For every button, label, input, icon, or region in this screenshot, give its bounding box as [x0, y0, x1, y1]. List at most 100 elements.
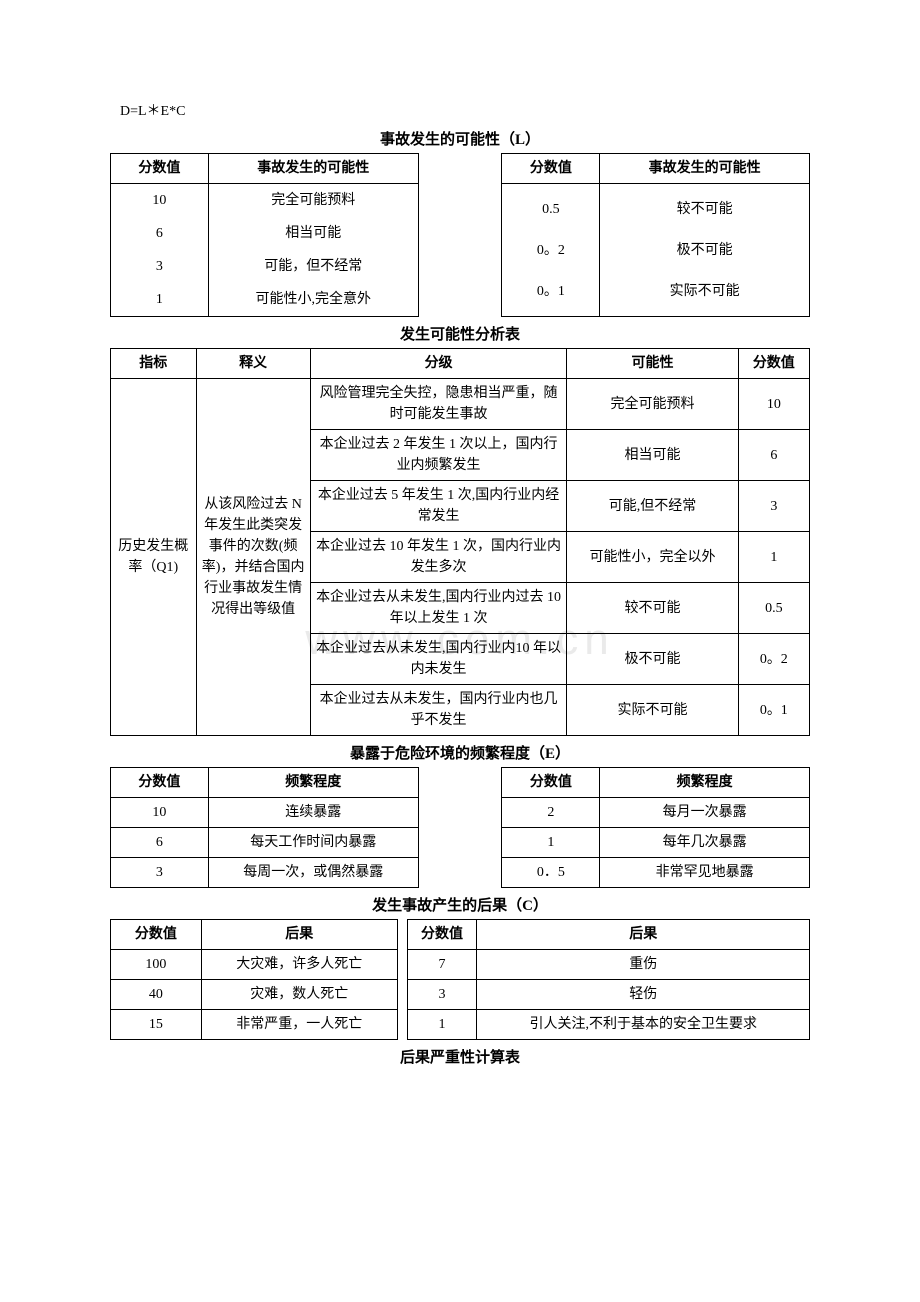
cell: 轻伤: [477, 980, 810, 1010]
cell: 6: [111, 828, 209, 858]
th: 后果: [201, 920, 397, 950]
cell: 风险管理完全失控，隐患相当严重，随时可能发生事故: [310, 379, 567, 430]
th: 频繁程度: [600, 768, 810, 798]
cell: 引人关注,不利于基本的安全卫生要求: [477, 1010, 810, 1040]
th: 分数值: [407, 920, 477, 950]
cell: 1: [407, 1010, 477, 1040]
cell: 1: [111, 283, 208, 316]
table-row: 100 大灾难，许多人死亡 7 重伤: [111, 950, 810, 980]
cell: 100: [111, 950, 202, 980]
th: 分数值: [111, 768, 209, 798]
cell: 完全可能预料: [209, 184, 418, 217]
section-l-title: 事故发生的可能性（L）: [110, 128, 810, 149]
th-poss: 事故发生的可能性: [600, 154, 810, 184]
table-row: 指标 释义 分级 可能性 分数值: [111, 349, 810, 379]
cell: 灾难，数人死亡: [201, 980, 397, 1010]
cell: 10: [111, 184, 208, 217]
cell: 6: [738, 430, 809, 481]
table-row: 15 非常严重，一人死亡 1 引人关注,不利于基本的安全卫生要求: [111, 1010, 810, 1040]
cell-texts-right: 较不可能 极不可能 实际不可能: [600, 184, 810, 317]
table-row: 历史发生概率（Q1) 从该风险过去 N 年发生此类突发事件的次数(频率)，并结合…: [111, 379, 810, 430]
cell: 3: [738, 481, 809, 532]
cell: 7: [407, 950, 477, 980]
table-q1: 指标 释义 分级 可能性 分数值 历史发生概率（Q1) 从该风险过去 N 年发生…: [110, 348, 810, 736]
cell: 极不可能: [567, 634, 738, 685]
cell: 15: [111, 1010, 202, 1040]
cell: 相当可能: [567, 430, 738, 481]
cell: 6: [111, 217, 208, 250]
cell: 本企业过去 5 年发生 1 次,国内行业内经常发生: [310, 481, 567, 532]
cell: 本企业过去从未发生,国内行业内过去 10 年以上发生 1 次: [310, 583, 567, 634]
cell: 实际不可能: [600, 271, 809, 312]
th: 分数值: [502, 768, 600, 798]
cell: 较不可能: [567, 583, 738, 634]
table-c: 分数值 后果 分数值 后果 100 大灾难，许多人死亡 7 重伤 40 灾难，数…: [110, 919, 810, 1040]
cell-scores-left: 10 6 3 1: [111, 184, 209, 317]
cell: 重伤: [477, 950, 810, 980]
cell: 非常罕见地暴露: [600, 858, 810, 888]
table-e: 分数值 频繁程度 分数值 频繁程度 10 连续暴露 2 每月一次暴露 6 每天工…: [110, 767, 810, 888]
cell: 3: [111, 250, 208, 283]
gap: [418, 154, 502, 317]
th: 分数值: [738, 349, 809, 379]
th-score: 分数值: [502, 154, 600, 184]
gap: [397, 920, 407, 1040]
cell-texts-left: 完全可能预料 相当可能 可能，但不经常 可能性小,完全意外: [208, 184, 418, 317]
th: 后果: [477, 920, 810, 950]
cell: 0.5: [738, 583, 809, 634]
cell: 大灾难，许多人死亡: [201, 950, 397, 980]
cell: 本企业过去从未发生,国内行业内10 年以内未发生: [310, 634, 567, 685]
table-l: 分数值 事故发生的可能性 分数值 事故发生的可能性 10 6 3 1 完全可能预…: [110, 153, 810, 317]
cell-indicator: 历史发生概率（Q1): [111, 379, 197, 736]
cell: 每天工作时间内暴露: [208, 828, 418, 858]
cell: 可能,但不经常: [567, 481, 738, 532]
cell: 1: [502, 828, 600, 858]
cell: 本企业过去 2 年发生 1 次以上，国内行业内频繁发生: [310, 430, 567, 481]
table-row: 分数值 后果 分数值 后果: [111, 920, 810, 950]
table-row: 40 灾难，数人死亡 3 轻伤: [111, 980, 810, 1010]
gap: [418, 768, 502, 888]
section-e-title: 暴露于危险环境的频繁程度（E）: [110, 742, 810, 763]
section-q1-title: 发生可能性分析表: [110, 323, 810, 344]
formula-text: D=L＊E*C: [110, 100, 810, 120]
th: 频繁程度: [208, 768, 418, 798]
table-row: 分数值 频繁程度 分数值 频繁程度: [111, 768, 810, 798]
cell: 0。2: [502, 230, 599, 271]
cell: 极不可能: [600, 230, 809, 271]
cell: 相当可能: [209, 217, 418, 250]
cell-meaning: 从该风险过去 N 年发生此类突发事件的次数(频率)，并结合国内行业事故发生情况得…: [196, 379, 310, 736]
cell: 实际不可能: [567, 685, 738, 736]
cell: 可能性小，完全以外: [567, 532, 738, 583]
th: 可能性: [567, 349, 738, 379]
th: 指标: [111, 349, 197, 379]
cell: 0.5: [502, 189, 599, 230]
cell: 本企业过去 10 年发生 1 次，国内行业内发生多次: [310, 532, 567, 583]
cell: 每周一次，或偶然暴露: [208, 858, 418, 888]
cell: 本企业过去从未发生，国内行业内也几乎不发生: [310, 685, 567, 736]
cell: 可能，但不经常: [209, 250, 418, 283]
cell: 10: [111, 798, 209, 828]
cell: 40: [111, 980, 202, 1010]
section-severity-title: 后果严重性计算表: [110, 1046, 810, 1067]
cell: 2: [502, 798, 600, 828]
th: 分级: [310, 349, 567, 379]
cell: 3: [407, 980, 477, 1010]
th-poss: 事故发生的可能性: [208, 154, 418, 184]
cell: 完全可能预料: [567, 379, 738, 430]
cell: 10: [738, 379, 809, 430]
cell: 非常严重，一人死亡: [201, 1010, 397, 1040]
th: 分数值: [111, 920, 202, 950]
table-row: 分数值 事故发生的可能性 分数值 事故发生的可能性: [111, 154, 810, 184]
cell: 0。1: [738, 685, 809, 736]
cell: 可能性小,完全意外: [209, 283, 418, 316]
cell: 1: [738, 532, 809, 583]
cell-scores-right: 0.5 0。2 0。1: [502, 184, 600, 317]
cell: 3: [111, 858, 209, 888]
cell: 每年几次暴露: [600, 828, 810, 858]
cell: 每月一次暴露: [600, 798, 810, 828]
cell: 0．5: [502, 858, 600, 888]
cell: 0。1: [502, 271, 599, 312]
th-score: 分数值: [111, 154, 209, 184]
cell: 0。2: [738, 634, 809, 685]
cell: 连续暴露: [208, 798, 418, 828]
